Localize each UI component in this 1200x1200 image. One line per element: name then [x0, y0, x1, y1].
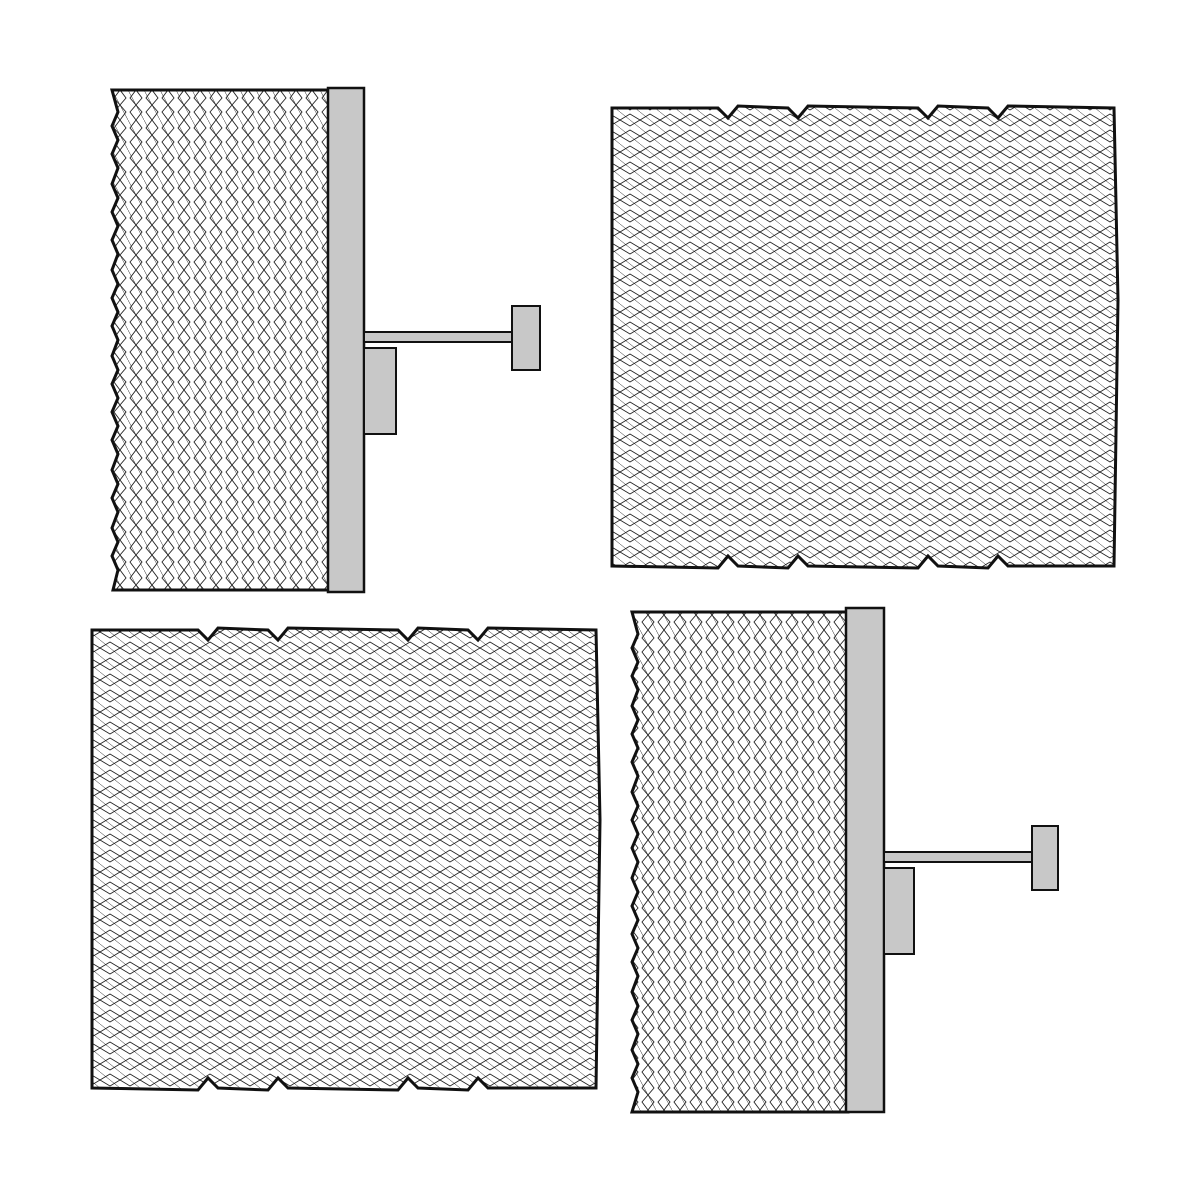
- top-view: [90, 626, 602, 1092]
- mounting-arm: [883, 851, 1035, 863]
- filter-pad: [629, 610, 850, 1114]
- side-view: [110, 86, 541, 594]
- mounting-block: [363, 347, 397, 435]
- mounting-tab: [511, 305, 541, 371]
- mounting-block: [883, 867, 915, 955]
- mounting-plate: [844, 606, 886, 1114]
- mounting-plate: [326, 86, 366, 594]
- mounting-arm: [363, 331, 515, 343]
- filter-pad: [90, 626, 602, 1092]
- side-view: [629, 606, 1059, 1114]
- filter-pad: [610, 104, 1120, 570]
- mounting-tab: [1031, 825, 1059, 891]
- top-view: [610, 104, 1120, 570]
- filter-pad: [110, 88, 332, 592]
